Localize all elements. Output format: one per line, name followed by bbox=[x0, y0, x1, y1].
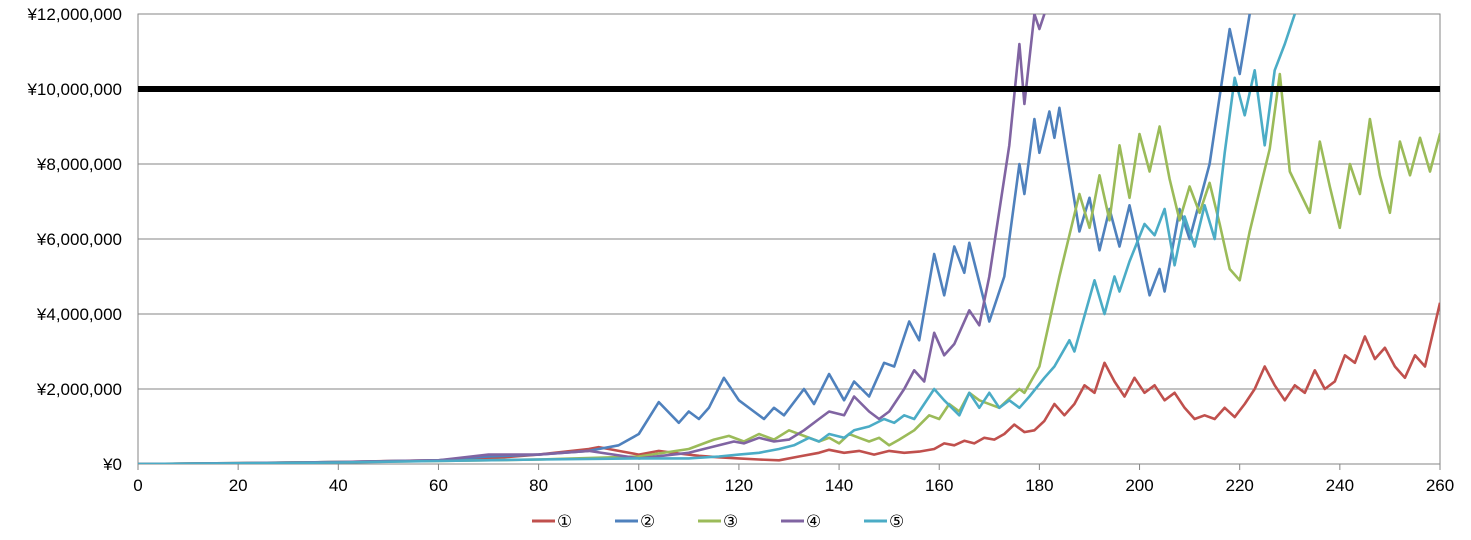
y-tick-label: ¥10,000,000 bbox=[26, 80, 122, 99]
y-axis-tick-labels: ¥0 ¥2,000,000 ¥4,000,000 ¥6,000,000 ¥8,000,0… bbox=[26, 5, 122, 474]
x-tick-label: 160 bbox=[925, 476, 953, 495]
x-tick-label: 20 bbox=[229, 476, 248, 495]
series-line-1 bbox=[138, 302, 1440, 464]
x-tick-label: 200 bbox=[1125, 476, 1153, 495]
y-tick-label: ¥12,000,000 bbox=[26, 5, 122, 24]
x-tick-label: 140 bbox=[825, 476, 853, 495]
y-tick-label: ¥8,000,000 bbox=[36, 155, 122, 174]
y-tick-label: ¥0 bbox=[102, 455, 122, 474]
x-tick-label: 0 bbox=[133, 476, 142, 495]
legend-label-1: ① bbox=[557, 512, 572, 532]
x-tick-label: 220 bbox=[1226, 476, 1254, 495]
legend: ① ② ③ ④ ⑤ bbox=[532, 512, 904, 532]
legend-label-5: ⑤ bbox=[889, 512, 904, 532]
x-tick-label: 180 bbox=[1025, 476, 1053, 495]
x-tick-label: 260 bbox=[1426, 476, 1454, 495]
series-line-3 bbox=[138, 72, 1440, 464]
series-lines bbox=[138, 14, 1440, 464]
x-tick-label: 100 bbox=[625, 476, 653, 495]
x-axis-tick-labels: 0 20 40 60 80 100 120 140 160 180 200 220 240 260 bbox=[133, 464, 1454, 495]
y-tick-label: ¥6,000,000 bbox=[36, 230, 122, 249]
horizontal-gridlines bbox=[138, 13, 1440, 465]
x-tick-label: 240 bbox=[1326, 476, 1354, 495]
series-line-2 bbox=[138, 14, 1251, 464]
y-tick-label: ¥2,000,000 bbox=[36, 380, 122, 399]
x-tick-label: 40 bbox=[329, 476, 348, 495]
x-tick-label: 60 bbox=[429, 476, 448, 495]
legend-label-2: ② bbox=[640, 512, 655, 532]
x-tick-label: 80 bbox=[529, 476, 548, 495]
x-tick-label: 120 bbox=[725, 476, 753, 495]
series-line-5 bbox=[138, 14, 1297, 464]
legend-label-4: ④ bbox=[806, 512, 821, 532]
y-tick-label: ¥4,000,000 bbox=[36, 305, 122, 324]
legend-label-3: ③ bbox=[723, 512, 738, 532]
